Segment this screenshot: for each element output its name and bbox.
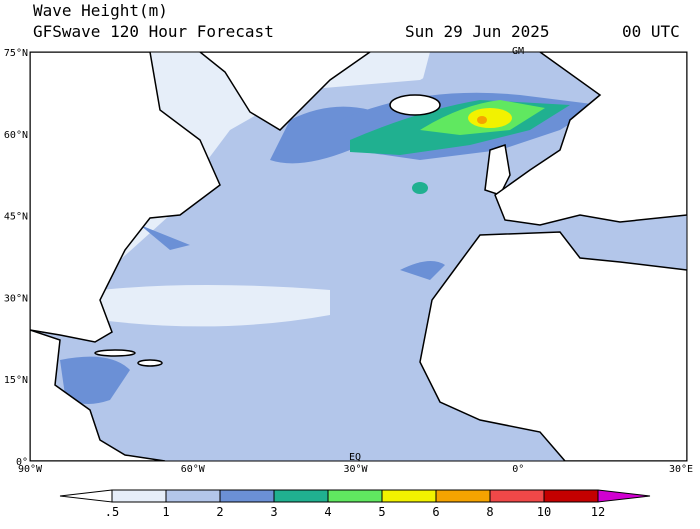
sea-state xyxy=(468,108,512,128)
title: Wave Height(m) xyxy=(33,1,168,20)
lon-label: 30°E xyxy=(669,464,693,475)
marker-label: GM xyxy=(512,46,524,57)
colorbar-bin xyxy=(381,489,437,503)
lon-label: 90°W xyxy=(18,464,43,475)
colorbar-label: 1 xyxy=(162,505,169,519)
colorbar-bin xyxy=(273,489,329,503)
land xyxy=(30,52,687,461)
lon-labels: 90°W 60°W 30°W 0° 30°E xyxy=(18,464,693,475)
lat-label: 75°N xyxy=(4,48,28,59)
lon-label: 30°W xyxy=(343,464,368,475)
date: Sun 29 Jun 2025 xyxy=(405,22,550,41)
colorbar-label: 4 xyxy=(324,505,331,519)
colorbar-label: .5 xyxy=(105,505,119,519)
lon-label: 60°W xyxy=(181,464,206,475)
lat-labels: 75°N 60°N 45°N 30°N 15°N 0° xyxy=(4,48,28,468)
time: 00 UTC xyxy=(622,22,680,41)
sea-state xyxy=(60,356,130,404)
colorbar: .5 1 2 3 4 5 6 8 10 12 xyxy=(59,489,651,519)
lat-label: 15°N xyxy=(4,375,28,386)
colorbar-label: 3 xyxy=(270,505,277,519)
colorbar-label: 6 xyxy=(432,505,439,519)
sea-state xyxy=(477,116,487,124)
colorbar-bin xyxy=(543,489,599,503)
sea-state xyxy=(140,225,190,250)
lon-label: 0° xyxy=(512,464,524,475)
colorbar-label: 5 xyxy=(378,505,385,519)
colorbar-bin xyxy=(165,489,221,503)
marker-label: EQ xyxy=(349,452,361,463)
map-frame xyxy=(29,51,688,462)
colorbar-bin xyxy=(435,489,491,503)
map xyxy=(30,52,687,461)
colorbar-end xyxy=(597,489,651,503)
colorbar-end xyxy=(59,489,113,503)
lat-label: 60°N xyxy=(4,130,28,141)
calm-region xyxy=(100,285,330,327)
colorbar-bin xyxy=(327,489,383,503)
sea-state xyxy=(412,182,428,194)
lat-label: 30°N xyxy=(4,293,28,304)
colorbar-bin xyxy=(111,489,167,503)
subtitle: GFSwave 120 Hour Forecast xyxy=(33,22,274,41)
colorbar-label: 8 xyxy=(486,505,493,519)
sea-state xyxy=(400,261,445,280)
colorbar-label: 2 xyxy=(216,505,223,519)
colorbar-label: 12 xyxy=(591,505,605,519)
lat-label: 45°N xyxy=(4,212,28,223)
lat-label: 0° xyxy=(16,457,28,468)
colorbar-bin xyxy=(219,489,275,503)
colorbar-bin xyxy=(489,489,545,503)
colorbar-label: 10 xyxy=(537,505,551,519)
